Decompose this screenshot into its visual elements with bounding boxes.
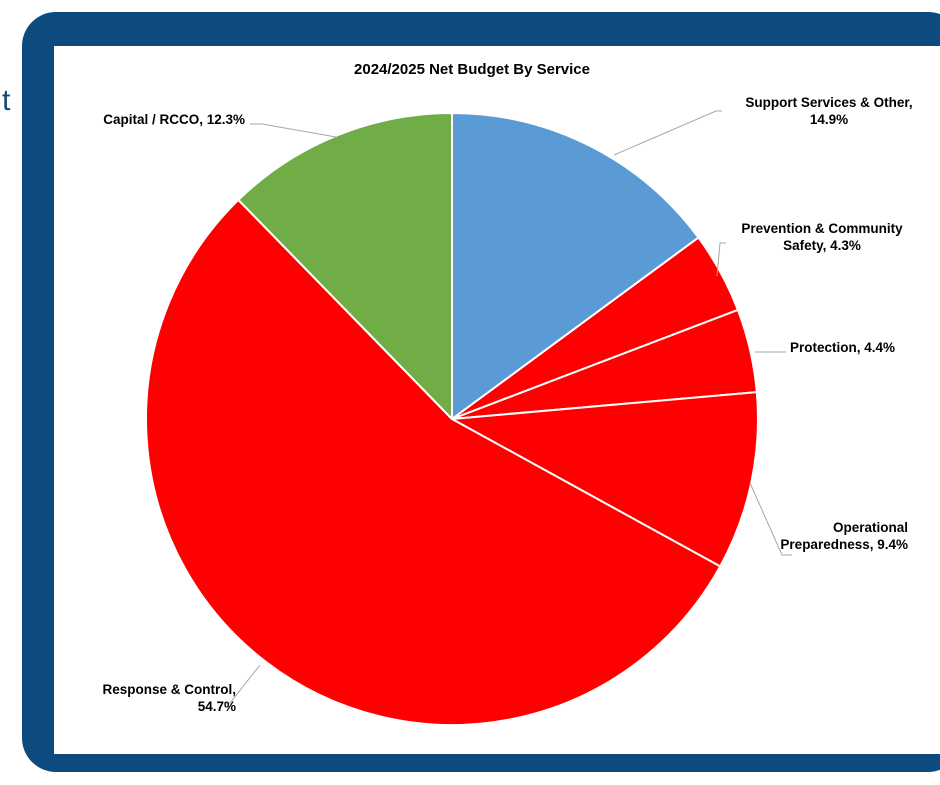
leader-lines [224, 110, 792, 704]
slice-label: Response & Control, 54.7% [102, 682, 236, 714]
chart-title: 2024/2025 Net Budget By Service [354, 61, 590, 78]
slice-label-line: Response & Control, [102, 682, 236, 697]
leader-line [613, 110, 722, 156]
slice-label: Capital / RCCO, 12.3% [103, 112, 245, 127]
slice-labels: Support Services & Other, 14.9% Prevention… [102, 95, 912, 714]
edge-text-fragment: t [2, 84, 11, 117]
pie-slice-support-services-other [451, 112, 700, 420]
slice-label-line: 14.9% [810, 112, 848, 127]
slice-label: Prevention & Community Safety, 4.3% [741, 221, 903, 253]
slice-label-line: Prevention & Community [741, 221, 903, 236]
slice-label-line: Capital / RCCO, 12.3% [103, 112, 245, 127]
slice-label-line: Protection, 4.4% [790, 340, 895, 355]
slice-label-line: Safety, 4.3% [783, 238, 861, 253]
slice-label: Support Services & Other, 14.9% [745, 95, 912, 127]
pie-slices [145, 112, 760, 726]
leader-line [250, 123, 337, 138]
leader-line [716, 242, 726, 277]
leader-line [749, 482, 792, 556]
slice-label-line: Preparedness, 9.4% [780, 537, 908, 552]
leader-line [224, 664, 261, 704]
slice-label: Protection, 4.4% [790, 340, 895, 355]
slice-label-line: Support Services & Other, [745, 95, 912, 110]
slice-label-line: Operational [833, 520, 908, 535]
slice-label-line: 54.7% [198, 699, 236, 714]
pie-slice-capital-rcco [237, 112, 453, 420]
slice-label: Operational Preparedness, 9.4% [780, 520, 908, 552]
pie-slice-response-control [145, 198, 722, 726]
pie-slice-operational-preparedness [451, 391, 760, 568]
